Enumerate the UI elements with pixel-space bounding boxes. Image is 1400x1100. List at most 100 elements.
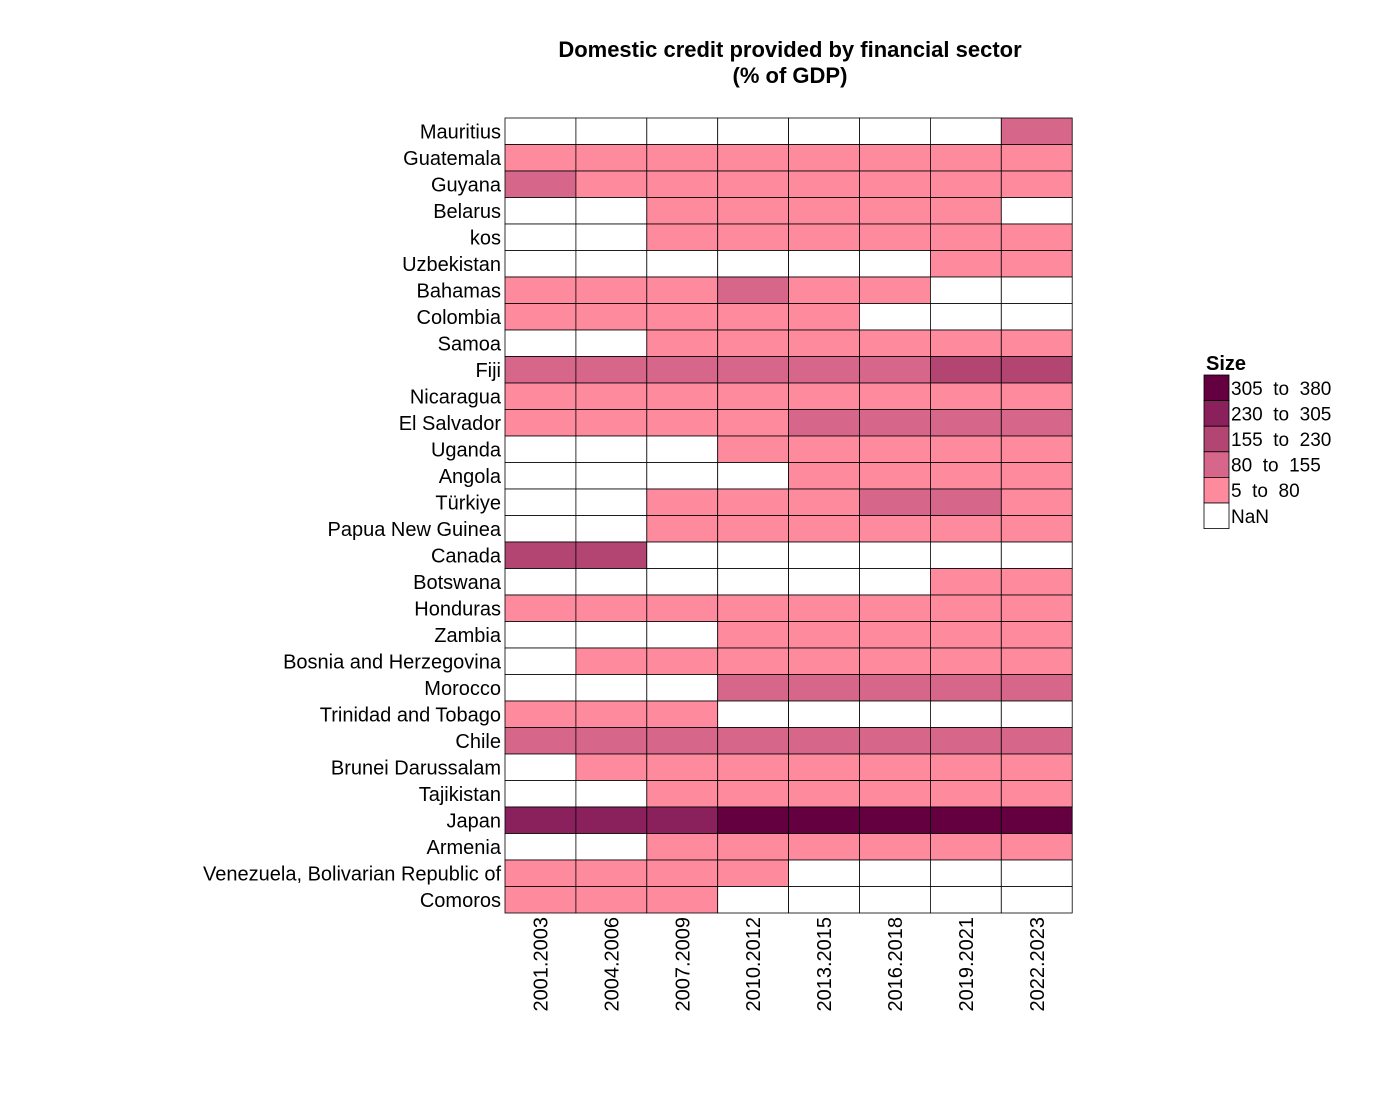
heatmap-cell-angola-2001-2003 xyxy=(504,462,577,490)
heatmap-cell-uzbekistan-2010-2012 xyxy=(717,250,790,278)
heatmap-cell-colombia-2019-2021 xyxy=(930,303,1002,331)
heatmap-cell-belarus-2013-2015 xyxy=(788,197,860,225)
heatmap-cell-angola-2019-2021 xyxy=(930,462,1002,490)
heatmap-cell-armenia-2013-2015 xyxy=(788,833,860,861)
heatmap-cell-canada-2019-2021 xyxy=(930,541,1002,569)
heatmap-cell-kos-2004-2006 xyxy=(575,223,648,251)
row-label-armenia: Armenia xyxy=(427,837,502,859)
heatmap-cell-zambia-2016-2018 xyxy=(859,621,931,649)
heatmap-cell-uzbekistan-2022-2023 xyxy=(1000,250,1073,278)
heatmap-cell-comoros-2019-2021 xyxy=(930,886,1002,914)
heatmap-cell-papua-new-guinea-2010-2012 xyxy=(717,515,790,543)
heatmap-cell-colombia-2004-2006 xyxy=(575,303,648,331)
heatmap-cell-bahamas-2010-2012 xyxy=(717,276,790,304)
heatmap-cell-canada-2010-2012 xyxy=(717,541,790,569)
heatmap-cell-tajikistan-2013-2015 xyxy=(788,780,860,808)
heatmap-cell-armenia-2001-2003 xyxy=(504,833,577,861)
row-labels: Mauritius Guatemala Guyana Belarus kos Uzbeki… xyxy=(203,121,502,912)
heatmap-cell-angola-2022-2023 xyxy=(1000,462,1073,490)
row-label-colombia: Colombia xyxy=(417,307,502,329)
heatmap-cell-comoros-2016-2018 xyxy=(859,886,931,914)
heatmap-cell-zambia-2013-2015 xyxy=(788,621,860,649)
heatmap-cell-zambia-2010-2012 xyxy=(717,621,790,649)
heatmap-cell-angola-2010-2012 xyxy=(717,462,790,490)
heatmap-cell-armenia-2019-2021 xyxy=(930,833,1002,861)
heatmap-cell-t-rkiye-2001-2003 xyxy=(504,488,577,516)
heatmap-cell-guyana-2013-2015 xyxy=(788,170,860,198)
heatmap-cell-trinidad-and-tobago-2019-2021 xyxy=(930,700,1002,728)
heatmap-cell-honduras-2022-2023 xyxy=(1000,594,1073,622)
heatmap-cell-japan-2022-2023 xyxy=(1000,806,1073,834)
heatmap-cell-tajikistan-2022-2023 xyxy=(1000,780,1073,808)
legend-title: Size xyxy=(1206,353,1246,375)
heatmap-cell-bahamas-2019-2021 xyxy=(930,276,1002,304)
column-label-2022-2023: 2022.2023 xyxy=(1027,917,1049,1012)
heatmap-cell-botswana-2010-2012 xyxy=(717,568,790,596)
column-label-2016-2018: 2016.2018 xyxy=(885,917,907,1012)
heatmap-cell-uganda-2010-2012 xyxy=(717,435,790,463)
heatmap-cell-trinidad-and-tobago-2016-2018 xyxy=(859,700,931,728)
heatmap-cell-t-rkiye-2004-2006 xyxy=(575,488,648,516)
heatmap-cell-honduras-2019-2021 xyxy=(930,594,1002,622)
heatmap-cell-tajikistan-2007-2009 xyxy=(646,780,719,808)
legend: Size 305 to 380 230 to 305 155 to 230 80 to… xyxy=(1203,353,1331,530)
heatmap-cell-zambia-2007-2009 xyxy=(646,621,719,649)
heatmap-cell-brunei-darussalam-2013-2015 xyxy=(788,753,860,781)
heatmap-cell-uganda-2022-2023 xyxy=(1000,435,1073,463)
row-label-nicaragua: Nicaragua xyxy=(410,386,502,408)
heatmap-cell-morocco-2013-2015 xyxy=(788,674,860,702)
legend-label-230-to-305: 230 to 305 xyxy=(1231,404,1331,425)
heatmap-cell-armenia-2010-2012 xyxy=(717,833,790,861)
heatmap-cell-guatemala-2001-2003 xyxy=(504,144,577,172)
row-label-guyana: Guyana xyxy=(431,174,502,196)
heatmap-cell-canada-2007-2009 xyxy=(646,541,719,569)
heatmap-cell-bahamas-2007-2009 xyxy=(646,276,719,304)
heatmap-cell-brunei-darussalam-2007-2009 xyxy=(646,753,719,781)
heatmap-cell-guyana-2019-2021 xyxy=(930,170,1002,198)
heatmap-cell-papua-new-guinea-2004-2006 xyxy=(575,515,648,543)
heatmap-cell-samoa-2016-2018 xyxy=(859,329,931,357)
heatmap-cell-nicaragua-2007-2009 xyxy=(646,382,719,410)
heatmap-cell-guyana-2004-2006 xyxy=(575,170,648,198)
heatmap-cell-chile-2001-2003 xyxy=(504,727,577,755)
heatmap-cell-fiji-2013-2015 xyxy=(788,356,860,384)
legend-swatch-155-to-230 xyxy=(1203,425,1230,453)
heatmap-cell-japan-2001-2003 xyxy=(504,806,577,834)
heatmap-cell-japan-2010-2012 xyxy=(717,806,790,834)
heatmap-cell-botswana-2019-2021 xyxy=(930,568,1002,596)
heatmap-cell-mauritius-2022-2023 xyxy=(1000,117,1073,145)
heatmap-cell-colombia-2016-2018 xyxy=(859,303,931,331)
heatmap-cell-trinidad-and-tobago-2010-2012 xyxy=(717,700,790,728)
heatmap-cell-t-rkiye-2016-2018 xyxy=(859,488,931,516)
heatmap-cell-uganda-2013-2015 xyxy=(788,435,860,463)
heatmap-cell-samoa-2013-2015 xyxy=(788,329,860,357)
row-label-fiji: Fiji xyxy=(475,360,501,382)
heatmap-cell-trinidad-and-tobago-2013-2015 xyxy=(788,700,860,728)
heatmap-cell-colombia-2010-2012 xyxy=(717,303,790,331)
heatmap-cell-honduras-2013-2015 xyxy=(788,594,860,622)
heatmap-cell-belarus-2022-2023 xyxy=(1000,197,1073,225)
heatmap-cell-guatemala-2004-2006 xyxy=(575,144,648,172)
heatmap-cell-venezuela-bolivarian-republic-of-2007-2009 xyxy=(646,859,719,887)
heatmap-cell-uganda-2004-2006 xyxy=(575,435,648,463)
legend-swatch-5-to-80 xyxy=(1203,476,1230,504)
column-label-2004-2006: 2004.2006 xyxy=(601,917,623,1012)
heatmap-cell-canada-2016-2018 xyxy=(859,541,931,569)
heatmap-cell-zambia-2019-2021 xyxy=(930,621,1002,649)
heatmap-cell-papua-new-guinea-2001-2003 xyxy=(504,515,577,543)
heatmap-cell-mauritius-2004-2006 xyxy=(575,117,648,145)
heatmap-cell-honduras-2004-2006 xyxy=(575,594,648,622)
heatmap-cell-botswana-2013-2015 xyxy=(788,568,860,596)
heatmap-cell-venezuela-bolivarian-republic-of-2022-2023 xyxy=(1000,859,1073,887)
row-label-canada: Canada xyxy=(431,545,502,567)
heatmap-cell-fiji-2019-2021 xyxy=(930,356,1002,384)
heatmap-cell-bosnia-and-herzegovina-2004-2006 xyxy=(575,647,648,675)
heatmap-cell-bosnia-and-herzegovina-2019-2021 xyxy=(930,647,1002,675)
heatmap-cell-honduras-2016-2018 xyxy=(859,594,931,622)
heatmap-cell-el-salvador-2007-2009 xyxy=(646,409,719,437)
heatmap-cell-kos-2019-2021 xyxy=(930,223,1002,251)
row-label-t-rkiye: Türkiye xyxy=(435,492,501,514)
heatmap-cell-t-rkiye-2022-2023 xyxy=(1000,488,1073,516)
chart-title-line-2: (% of GDP) xyxy=(733,63,848,88)
